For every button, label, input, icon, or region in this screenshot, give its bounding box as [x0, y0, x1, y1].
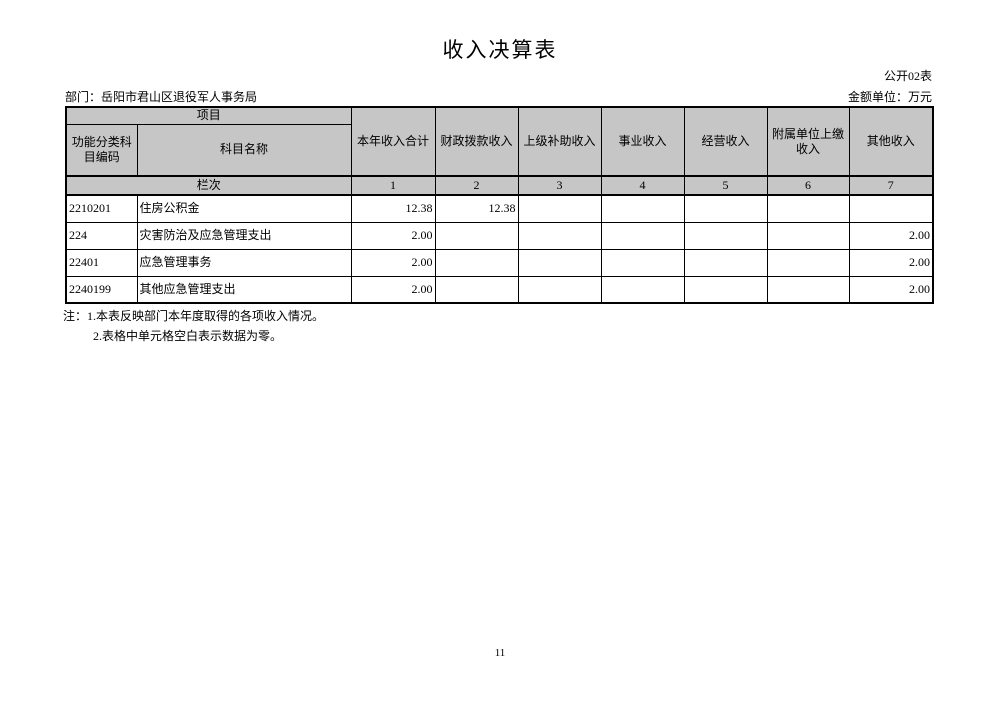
- row-value: [517, 221, 602, 250]
- column-number-5: 5: [683, 175, 768, 196]
- header-project: 项目: [65, 106, 352, 125]
- row-value: [517, 248, 602, 277]
- row-value: [683, 275, 768, 304]
- row-value: [600, 275, 685, 304]
- table-row: 22401 应急管理事务 2.00 2.00: [65, 248, 934, 277]
- column-header-other: 其他收入: [848, 106, 934, 177]
- row-value: [600, 248, 685, 277]
- table-row: 2240199 其他应急管理支出 2.00 2.00: [65, 275, 934, 304]
- row-value: [683, 248, 768, 277]
- table-row: 2210201 住房公积金 12.38 12.38: [65, 194, 934, 223]
- row-value: 2.00: [350, 248, 436, 277]
- row-value: [766, 194, 850, 223]
- column-header-superior-subsidy: 上级补助收入: [517, 106, 602, 177]
- row-value: [517, 194, 602, 223]
- row-value: 2.00: [848, 248, 934, 277]
- meta-row: 部门：岳阳市君山区退役军人事务局 金额单位：万元: [65, 88, 932, 105]
- row-subject-name: 应急管理事务: [136, 248, 352, 277]
- row-value: 2.00: [350, 221, 436, 250]
- row-code: 2240199: [65, 275, 138, 304]
- column-header-total: 本年收入合计: [350, 106, 436, 177]
- income-table: 项目 本年收入合计 财政拨款收入 上级补助收入 事业收入 经营收入 附属单位上缴…: [65, 106, 935, 304]
- column-header-fiscal: 财政拨款收入: [434, 106, 519, 177]
- row-value: [683, 194, 768, 223]
- row-value: [434, 275, 519, 304]
- row-value: [848, 194, 934, 223]
- row-value: [517, 275, 602, 304]
- row-subject-name: 灾害防治及应急管理支出: [136, 221, 352, 250]
- row-value: 12.38: [350, 194, 436, 223]
- table-row: 224 灾害防治及应急管理支出 2.00 2.00: [65, 221, 934, 250]
- row-value: [766, 221, 850, 250]
- row-code: 22401: [65, 248, 138, 277]
- unit-label: 金额单位：万元: [847, 90, 932, 104]
- column-number-3: 3: [517, 175, 602, 196]
- note-line-2: 2.表格中单元格空白表示数据为零。: [93, 329, 283, 343]
- row-value: 2.00: [350, 275, 436, 304]
- row-value: [600, 194, 685, 223]
- row-value: [434, 221, 519, 250]
- row-value: [766, 248, 850, 277]
- row-value: [683, 221, 768, 250]
- column-header-affiliated: 附属单位上缴收入: [766, 106, 850, 177]
- header-subject-name: 科目名称: [136, 123, 352, 177]
- row-value: [600, 221, 685, 250]
- table-code-label: 公开02表: [883, 69, 932, 83]
- department-label: 部门：岳阳市君山区退役军人事务局: [65, 90, 258, 104]
- column-number-2: 2: [434, 175, 519, 196]
- column-header-business: 事业收入: [600, 106, 685, 177]
- table-notes: 注：1.本表反映部门本年度取得的各项收入情况。 2.表格中单元格空白表示数据为零…: [63, 306, 324, 346]
- column-header-operating: 经营收入: [683, 106, 768, 177]
- row-value: 2.00: [848, 221, 934, 250]
- row-value: 12.38: [434, 194, 519, 223]
- page-number: 11: [494, 647, 506, 659]
- column-number-6: 6: [766, 175, 850, 196]
- row-code: 2210201: [65, 194, 138, 223]
- row-value: [434, 248, 519, 277]
- column-number-7: 7: [848, 175, 934, 196]
- column-number-1: 1: [350, 175, 436, 196]
- row-subject-name: 住房公积金: [136, 194, 352, 223]
- lanci-label: 栏次: [65, 175, 352, 196]
- row-subject-name: 其他应急管理支出: [136, 275, 352, 304]
- note-line-1: 注：1.本表反映部门本年度取得的各项收入情况。: [63, 309, 325, 323]
- row-value: 2.00: [848, 275, 934, 304]
- row-code: 224: [65, 221, 138, 250]
- header-function-code: 功能分类科目编码: [65, 123, 138, 177]
- column-number-4: 4: [600, 175, 685, 196]
- row-value: [766, 275, 850, 304]
- page-title: 收入决算表: [442, 38, 558, 62]
